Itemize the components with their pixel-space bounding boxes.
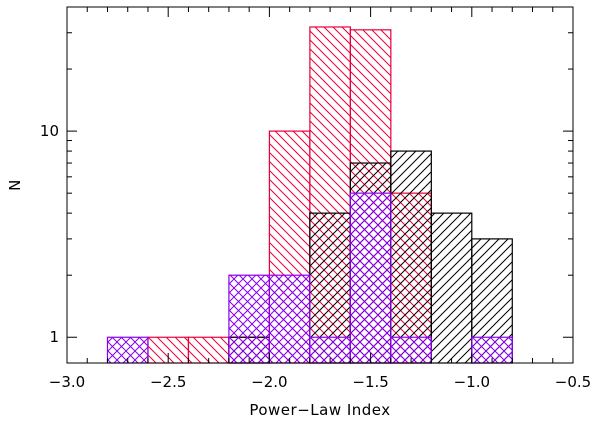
histogram-bar: [228, 274, 270, 364]
x-axis-title: Power−Law Index: [249, 401, 390, 419]
x-tick-label: −3.0: [49, 373, 85, 391]
x-tick-label: −0.5: [555, 373, 591, 391]
plot-frame: [66, 6, 574, 364]
x-tick-label: −1.0: [454, 373, 490, 391]
y-tick-label: 10: [40, 122, 59, 140]
histogram-bar: [390, 150, 432, 364]
x-tick-label: −1.5: [352, 373, 388, 391]
y-tick-label: 1: [49, 328, 59, 346]
x-tick-label: −2.0: [251, 373, 287, 391]
histogram-bar: [349, 192, 392, 364]
axis-labels: −3.0 −2.5 −2.0 −1.5 −1.0 −0.5 1 10: [40, 122, 591, 391]
histogram-bars: [106, 26, 513, 364]
y-axis-title: N: [6, 179, 24, 191]
histogram-bar: [268, 274, 311, 364]
axis-ticks: [66, 6, 574, 363]
histogram-bar: [430, 212, 473, 364]
x-tick-label: −2.5: [150, 373, 186, 391]
